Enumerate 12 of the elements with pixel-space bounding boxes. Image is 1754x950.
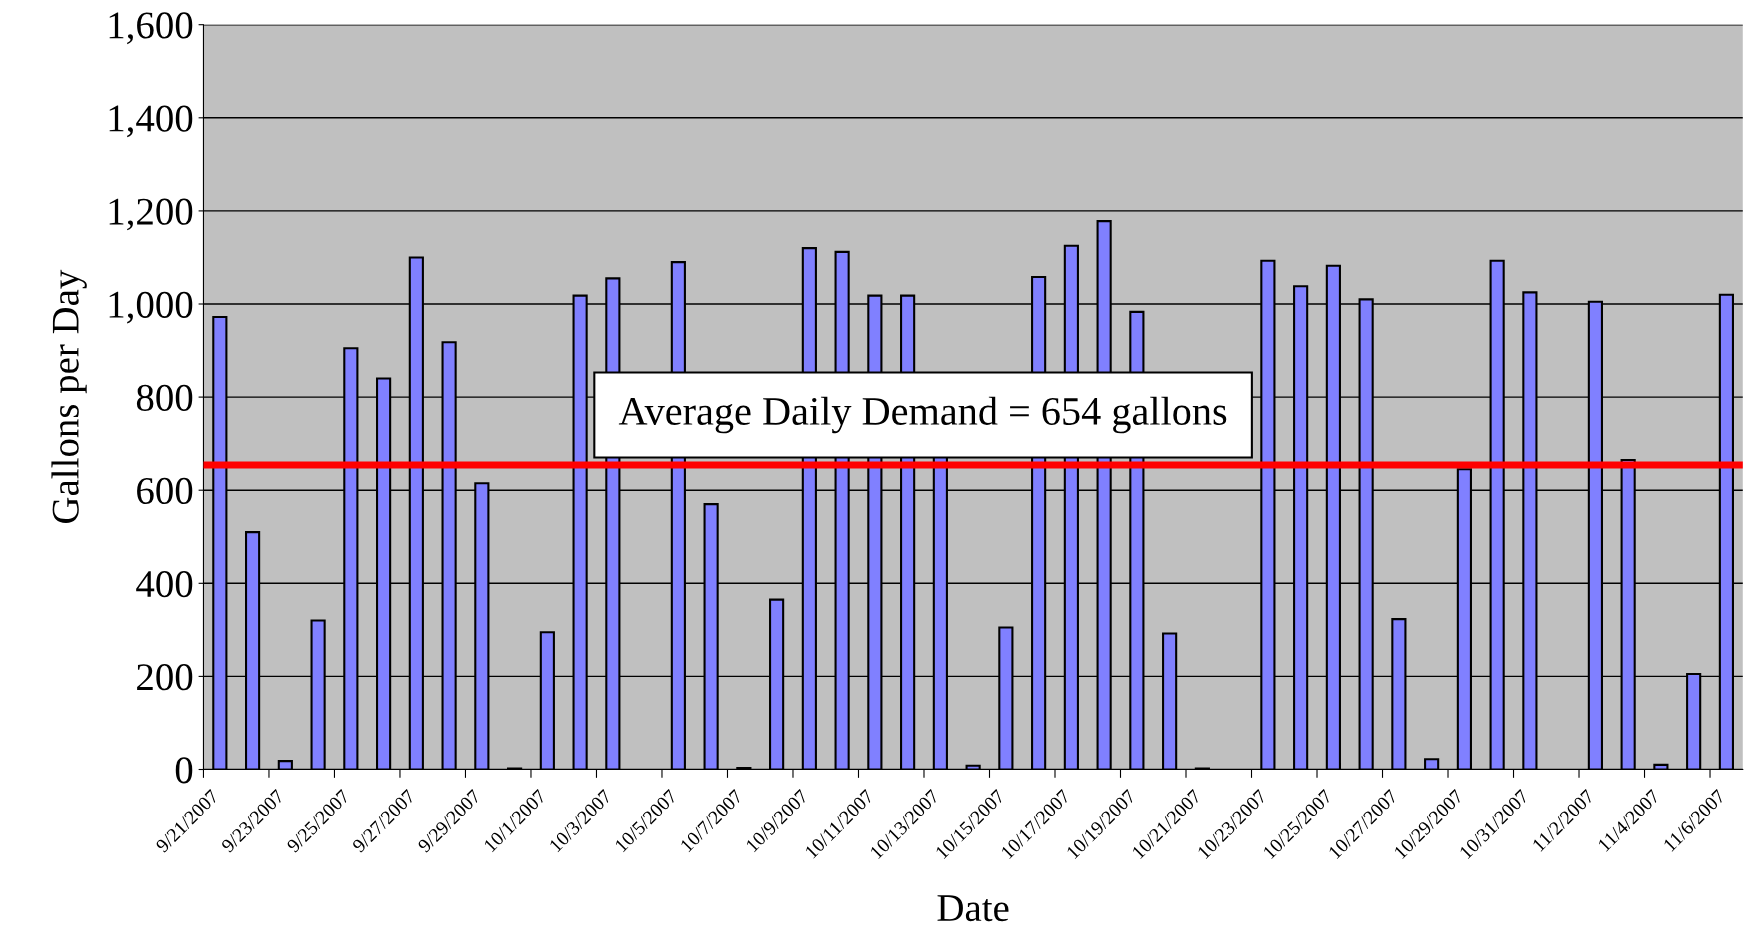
ref-line-label: Average Daily Demand = 654 gallons (618, 396, 1227, 434)
y-tick-label: 600 (137, 477, 193, 505)
y-tick-label: 200 (137, 664, 193, 691)
y-tick-label: 1,200 (109, 198, 193, 231)
y-tick-label: 400 (136, 570, 193, 598)
y-tick-label: 0 (175, 757, 193, 784)
y-tick-label: 1,000 (109, 291, 193, 324)
y-axis-title: Gallons per Day (51, 269, 87, 523)
y-tick-label: 800 (136, 384, 193, 411)
x-axis-title: Date (937, 895, 1009, 922)
y-tick-label: 1,600 (109, 12, 193, 45)
y-tick-label: 1,400 (109, 105, 193, 138)
